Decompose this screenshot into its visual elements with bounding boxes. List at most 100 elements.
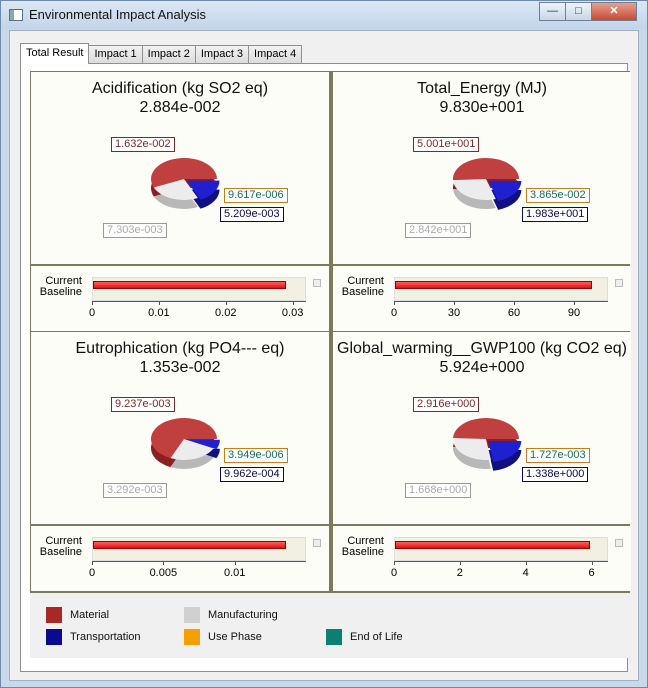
x-axis: [92, 301, 306, 302]
x-tick-label: 0.005: [149, 567, 178, 579]
category-label-baseline: Baseline: [39, 546, 82, 558]
chart-title: Total_Energy (MJ): [417, 80, 547, 97]
x-tick-mark: [292, 301, 294, 305]
slice-label-manufacturing: 1.668e+000: [405, 483, 472, 498]
x-tick-label: 0.03: [281, 307, 304, 319]
x-tick-label: 2: [456, 567, 463, 579]
x-axis: [394, 301, 608, 302]
slice-label-transportation: 1.983e+001: [522, 207, 589, 222]
tab-impact-1[interactable]: Impact 1: [88, 45, 143, 63]
x-tick-mark: [591, 561, 593, 565]
x-tick-mark: [514, 301, 515, 305]
x-tick-mark: [574, 301, 575, 305]
x-tick-mark: [92, 301, 93, 305]
legend-end-of-life: End of Life: [326, 629, 403, 645]
pie-slice-manufacturing[interactable]: [153, 179, 198, 200]
x-tick-label: 0.01: [223, 567, 246, 579]
legend-manufacturing: Manufacturing: [184, 607, 278, 623]
x-tick-label: 90: [567, 307, 581, 319]
tab-impact-2[interactable]: Impact 2: [141, 45, 196, 63]
pie-chart: [151, 158, 220, 209]
category-label-baseline: Baseline: [341, 286, 384, 298]
x-tick-label: 30: [447, 307, 461, 319]
minimize-button[interactable]: —: [539, 2, 566, 21]
chart-total: 5.924e+000: [439, 359, 525, 376]
window-title: Environmental Impact Analysis: [29, 7, 207, 22]
category-label-current: Current: [347, 535, 384, 547]
pie-slice-manufacturing[interactable]: [453, 179, 496, 200]
pie-slice-manufacturing[interactable]: [453, 437, 491, 460]
tab-impact-4[interactable]: Impact 4: [248, 45, 303, 63]
bar-current[interactable]: [93, 281, 286, 289]
pie-slice-manufacturing[interactable]: [170, 439, 214, 460]
slice-label-transportation: 1.338e+000: [522, 467, 589, 482]
legend-swatch: [46, 629, 62, 645]
bar-plot-area: [92, 277, 306, 301]
bar-chart-cell: Current Baseline 0 0.01 0.02 0.03: [31, 266, 329, 331]
legend-use-phase: Use Phase: [184, 629, 262, 645]
chart-total: 2.884e-002: [139, 99, 221, 116]
x-tick-mark: [163, 561, 165, 565]
pie-slice-material[interactable]: [453, 158, 519, 181]
x-tick-mark: [92, 561, 93, 565]
legend-toggle[interactable]: [313, 539, 321, 547]
x-tick-label: 0.01: [148, 307, 170, 319]
legend-transportation: Transportation: [46, 629, 141, 645]
category-label-current: Current: [347, 275, 384, 287]
slice-label-material: 1.632e-002: [111, 137, 175, 152]
x-tick-label: 0: [390, 307, 398, 319]
slice-label-material: 2.916e+000: [413, 397, 480, 412]
bar-chart-cell: Current Baseline 0 0.005 0.01: [31, 526, 329, 591]
legend-toggle[interactable]: [313, 279, 321, 287]
pie-slice-material[interactable]: [151, 418, 217, 459]
pie-slice-transportation[interactable]: [186, 439, 220, 450]
chart-total: 9.830e+001: [439, 99, 525, 116]
legend-swatch: [184, 629, 200, 645]
slice-label-end-of-life: 1.727e-003: [526, 448, 590, 463]
x-tick-mark: [158, 301, 160, 305]
chart-title: Global_warming__GWP100 (kg CO2 eq): [337, 340, 627, 357]
legend-swatch: [326, 629, 342, 645]
slice-label-transportation: 5.209e-003: [220, 207, 284, 222]
legend-toggle[interactable]: [615, 539, 623, 547]
tab-bar: Total Result Impact 1 Impact 2 Impact 3 …: [20, 43, 303, 64]
charts-grid: Acidification (kg SO2 eq) 2.884e-002 1.632…: [30, 71, 631, 593]
tab-impact-3[interactable]: Impact 3: [194, 45, 250, 63]
chart-title: Eutrophication (kg PO4--- eq): [75, 340, 285, 357]
bar-current[interactable]: [395, 541, 591, 549]
total-result-panel: Acidification (kg SO2 eq) 2.884e-002 1.632…: [20, 63, 631, 672]
bar-plot-area: [394, 537, 608, 561]
legend-label: Transportation: [70, 631, 141, 643]
maximize-button[interactable]: □: [565, 2, 592, 21]
slice-label-manufacturing: 2.842e+001: [405, 223, 472, 238]
legend-toggle[interactable]: [615, 279, 623, 287]
pie-slice-transportation[interactable]: [186, 180, 220, 200]
pie-slice-material[interactable]: [453, 417, 519, 439]
slice-label-manufacturing: 3.292e-003: [103, 483, 167, 498]
pie-chart-cell: Total_Energy (MJ) 9.830e+001 5.001e+001 2.8…: [333, 72, 631, 264]
x-tick-label: 0: [390, 567, 398, 579]
legend-label: End of Life: [350, 631, 403, 643]
slice-label-manufacturing: 7.303e-003: [103, 223, 167, 238]
legend-swatch: [46, 607, 62, 623]
bar-current[interactable]: [93, 541, 287, 549]
pie-slice-transportation[interactable]: [488, 440, 522, 462]
chart-total: 1.353e-002: [139, 359, 221, 376]
category-label-current: Current: [45, 275, 82, 287]
x-tick-mark: [225, 301, 227, 305]
tab-total-result[interactable]: Total Result: [20, 43, 90, 64]
legend: Material Manufacturing Transportation Us…: [30, 593, 630, 658]
bar-current[interactable]: [395, 281, 592, 289]
slice-label-end-of-life: 3.949e-006: [224, 448, 288, 463]
pie-chart: [453, 417, 522, 471]
chart-title: Acidification (kg SO2 eq): [91, 80, 269, 97]
legend-label: Manufacturing: [208, 609, 278, 621]
pie-chart-cell: Acidification (kg SO2 eq) 2.884e-002 1.632…: [31, 72, 329, 264]
pie-slice-material[interactable]: [151, 158, 217, 188]
close-button[interactable]: ✕: [591, 2, 637, 21]
x-tick-mark: [525, 561, 527, 565]
slice-label-end-of-life: 3.865e-002: [526, 188, 590, 203]
pie-slice-transportation[interactable]: [488, 180, 522, 201]
legend-material: Material: [46, 607, 109, 623]
